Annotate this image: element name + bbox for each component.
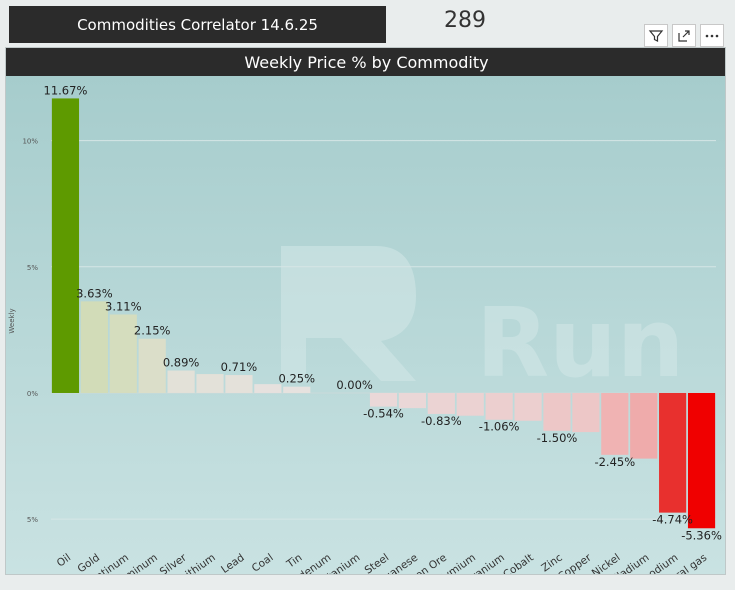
more-options-button[interactable] — [700, 24, 724, 47]
focus-mode-button[interactable] — [672, 24, 696, 47]
bar-coal[interactable] — [254, 384, 282, 393]
bar-tin[interactable] — [283, 386, 311, 393]
data-label: 3.63% — [76, 286, 113, 300]
x-tick-label: Coal — [250, 552, 276, 575]
data-label: -4.74% — [652, 513, 693, 527]
report-title: Commodities Correlator 14.6.25 — [9, 6, 386, 43]
x-tick-label: Oil — [55, 552, 73, 570]
data-label: 0.89% — [163, 356, 200, 370]
bar-iron-ore[interactable] — [427, 392, 455, 414]
y-tick-label: 5% — [27, 264, 38, 272]
bar-lithium[interactable] — [196, 374, 224, 393]
x-tick-label: Cobalt — [501, 552, 536, 575]
focus-mode-icon — [678, 29, 690, 42]
data-label: 11.67% — [44, 83, 88, 97]
watermark-text: Run — [476, 289, 684, 399]
bar-palladium[interactable] — [630, 392, 658, 459]
data-label: 0.25% — [278, 372, 315, 386]
watermark-logo: Run — [281, 246, 684, 399]
data-label: -0.54% — [363, 407, 404, 421]
bar-neodymium[interactable] — [456, 392, 484, 416]
data-label: 2.15% — [134, 324, 171, 338]
more-options-icon — [705, 34, 719, 37]
data-label: -2.45% — [594, 455, 635, 469]
y-tick-label: 0% — [27, 390, 38, 398]
data-label: -0.83% — [421, 414, 462, 428]
bar-lead[interactable] — [225, 375, 253, 393]
y-axis-label: Weekly — [8, 308, 16, 333]
bar-chart: Run 10% 5% 0% 5% 11.67% 3.63%3.11% 2.15% 0.89%… — [8, 83, 722, 575]
chart-visual[interactable]: Weekly Price % by Commodity Run 10% 5% 0% 5… — [5, 47, 726, 575]
x-tick-label: Lead — [219, 552, 247, 575]
data-label: -1.06% — [479, 420, 520, 434]
record-count: 289 — [444, 8, 486, 33]
y-tick-label: 10% — [22, 138, 38, 146]
chart-title: Weekly Price % by Commodity — [6, 48, 725, 76]
bar-copper[interactable] — [572, 392, 600, 433]
data-label: 0.71% — [221, 360, 258, 374]
bar-cobalt[interactable] — [514, 392, 542, 421]
data-label: -5.36% — [681, 528, 722, 542]
bar-platinum[interactable] — [109, 314, 137, 393]
bar-gold[interactable] — [80, 301, 108, 393]
data-label: 0.00% — [336, 378, 373, 392]
bar-uranium[interactable] — [485, 392, 513, 420]
data-label: -1.50% — [537, 431, 578, 445]
bar-zinc[interactable] — [543, 392, 571, 431]
bar-manganese[interactable] — [398, 392, 427, 409]
bar-silver[interactable] — [167, 370, 195, 393]
x-tick-label: Molybdenum — [271, 552, 334, 575]
bar-aluminum[interactable] — [138, 338, 166, 393]
bar-natural-gas[interactable] — [687, 392, 716, 529]
bar-rhodium[interactable] — [659, 392, 687, 513]
bar-oil[interactable] — [51, 98, 80, 393]
data-label: 3.11% — [105, 299, 142, 313]
y-tick-label: 5% — [27, 516, 38, 524]
bar-nickel[interactable] — [601, 392, 629, 455]
filter-icon — [648, 29, 664, 42]
filter-button[interactable] — [644, 24, 668, 47]
bar-steel[interactable] — [369, 392, 398, 407]
